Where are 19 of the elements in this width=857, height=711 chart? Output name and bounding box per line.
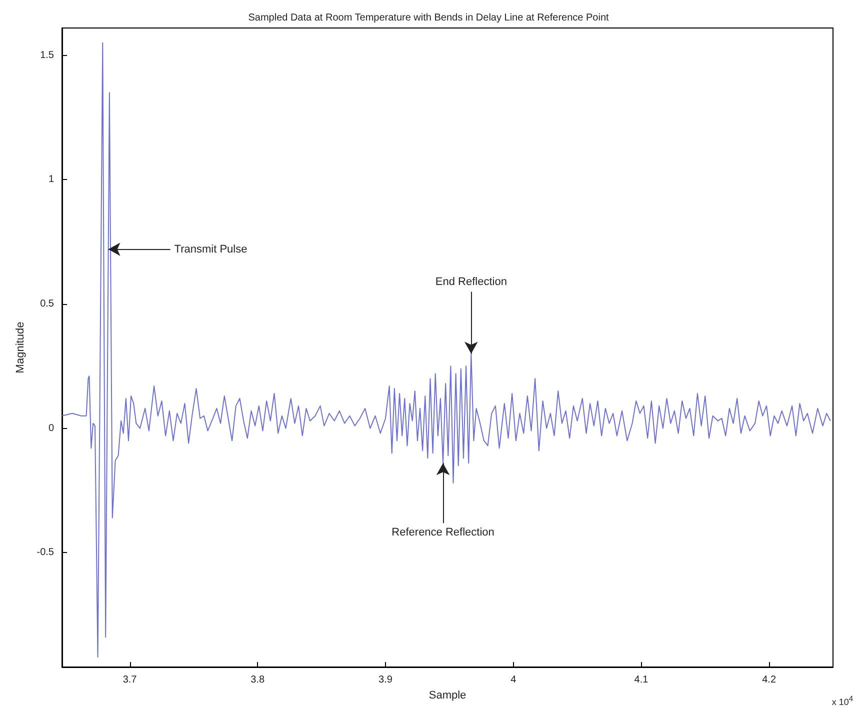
x-tick-label: 4 xyxy=(510,674,517,686)
chart-title: Sampled Data at Room Temperature with Bends in Delay Line at Reference Point xyxy=(248,12,609,24)
x-tick-label: 3.9 xyxy=(378,674,393,686)
annotation: Reference Reflection xyxy=(392,526,494,539)
y-tick-label: -0.5 xyxy=(36,547,54,558)
x-tick-label: 3.8 xyxy=(250,674,266,686)
x-tick-label: 4.1 xyxy=(634,674,649,686)
x-tick-label: 4.2 xyxy=(762,674,776,686)
annotation: End Reflection xyxy=(435,276,507,288)
x-tick-label: 3.7 xyxy=(122,674,138,686)
x-axis-title: Sample xyxy=(428,689,466,702)
y-tick-label: 1 xyxy=(48,174,54,186)
text: x 10$^{4}$ xyxy=(832,694,853,707)
y-axis-title: Magnitude xyxy=(14,322,26,374)
y-tick-label: 0.5 xyxy=(40,298,54,310)
line-series xyxy=(62,42,831,658)
y-tick-label: 1.5 xyxy=(40,50,54,61)
y-tick-label: 0 xyxy=(48,422,54,434)
annotation: Transmit Pulse xyxy=(174,243,248,256)
